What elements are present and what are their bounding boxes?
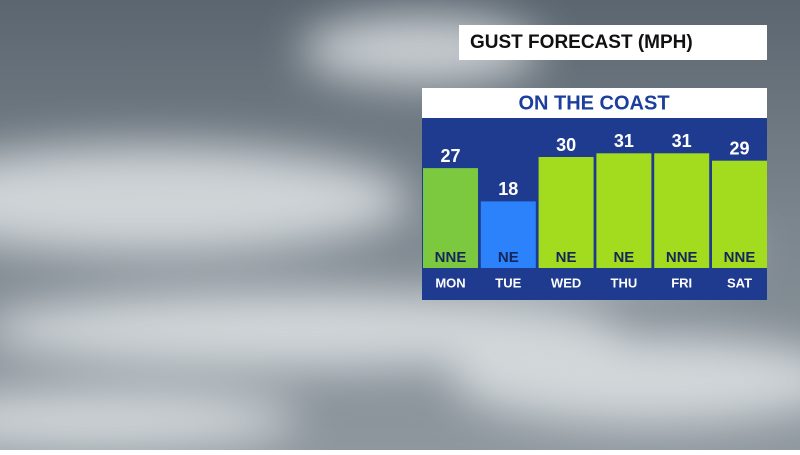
chart-subtitle: ON THE COAST <box>518 92 669 114</box>
direction-label: NNE <box>435 249 467 266</box>
bar <box>423 168 478 268</box>
direction-label: NE <box>613 249 634 266</box>
bar <box>654 153 710 268</box>
bar <box>712 160 767 268</box>
day-label: SAT <box>727 275 752 290</box>
value-label: 31 <box>614 131 634 151</box>
value-label: 29 <box>729 138 749 158</box>
day-label: TUE <box>495 275 521 290</box>
plot: 27 NNE MON 18 NE TUE 30 NE WED 31 NE THU 31 NNE FRI 29 N… <box>423 131 767 290</box>
value-label: 27 <box>440 146 460 166</box>
value-label: 30 <box>556 135 576 155</box>
chart-panel <box>422 118 767 300</box>
value-label: 18 <box>498 179 518 199</box>
bar <box>596 153 652 268</box>
direction-label: NE <box>498 249 519 266</box>
day-label: WED <box>551 275 581 290</box>
bar <box>480 201 536 268</box>
direction-label: NNE <box>724 249 756 266</box>
direction-label: NE <box>556 249 577 266</box>
subtitle-box <box>422 88 767 118</box>
value-label: 31 <box>672 131 692 151</box>
title-box <box>459 25 767 60</box>
day-label: THU <box>611 275 638 290</box>
day-label: FRI <box>671 275 692 290</box>
bar <box>538 157 594 268</box>
day-label: MON <box>435 275 465 290</box>
chart-title: GUST FORECAST (MPH) <box>470 32 693 53</box>
direction-label: NNE <box>666 249 698 266</box>
